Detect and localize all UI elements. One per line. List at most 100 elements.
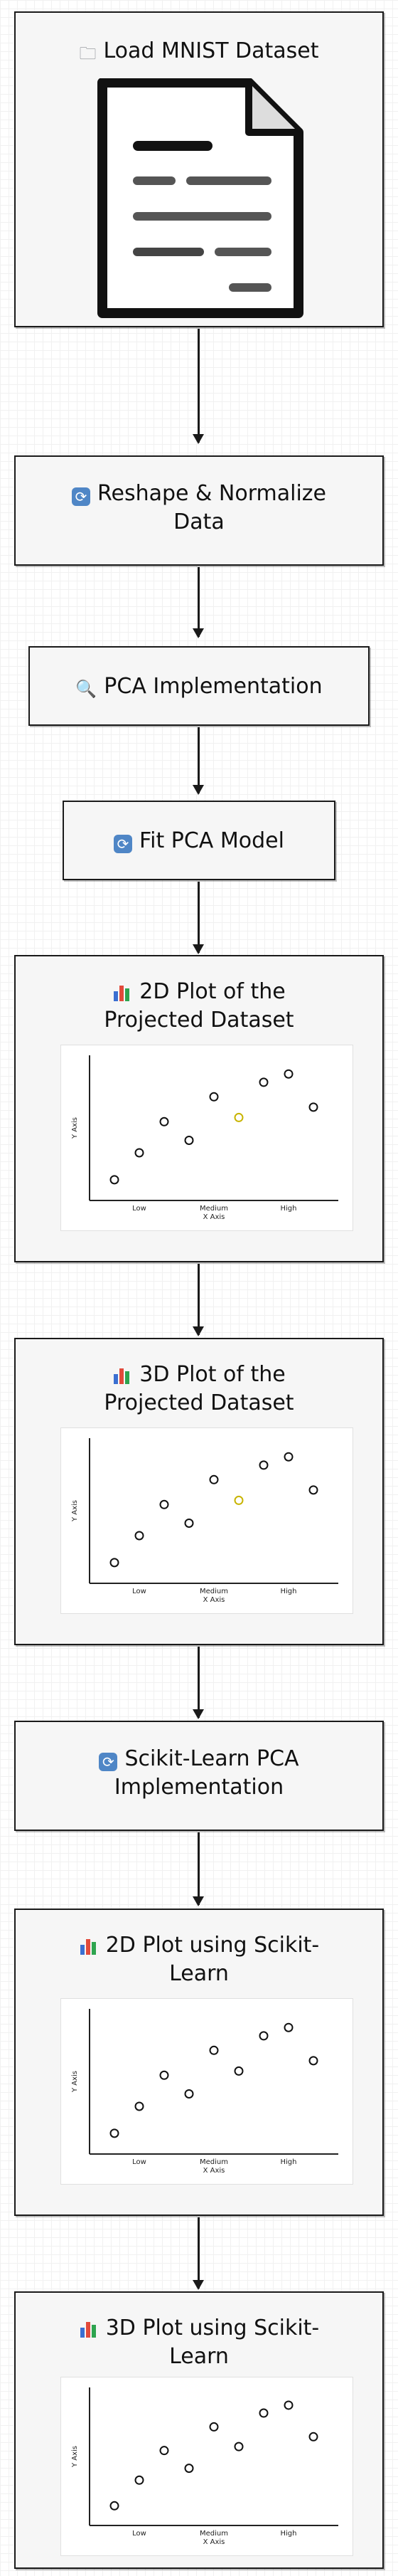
scatter-plot-svg: Low Medium High X Axis Y Axis — [71, 2009, 338, 2175]
data-point — [109, 2128, 119, 2138]
node-title-line1: 2D Plot using Scikit- — [105, 1933, 320, 1958]
x-tick-label: High — [281, 2530, 297, 2538]
data-point — [209, 2045, 219, 2055]
y-axis-label: Y Axis — [71, 1117, 79, 1139]
node-title: PCA Implementation — [104, 674, 323, 699]
flow-arrow — [193, 329, 204, 444]
data-point — [308, 1102, 318, 1112]
scatter-plot-svg: Low Medium High X Axis Y Axis — [71, 1438, 338, 1604]
data-point — [134, 1531, 144, 1541]
scatter-plot-svg: Low Medium High X Axis Y Axis — [71, 1055, 338, 1221]
data-point — [159, 1117, 169, 1126]
node-title-line2: Implementation — [114, 1775, 284, 1800]
data-point — [134, 2101, 144, 2111]
scatter-plot: Low Medium High X Axis Y Axis — [60, 1998, 353, 2185]
data-point — [184, 1518, 194, 1528]
node-title-line2: Projected Dataset — [104, 1008, 294, 1033]
flow-arrow — [193, 1647, 204, 1719]
flow-arrow — [193, 1832, 204, 1906]
bar-chart-icon — [112, 1366, 132, 1384]
node-title-line1: Scikit-Learn PCA — [124, 1746, 299, 1771]
data-point — [284, 2022, 294, 2032]
node-fit-pca-model[interactable]: ⟳ Fit PCA Model — [63, 801, 335, 880]
node-2d-plot[interactable]: 2D Plot of the Projected Dataset Low Medi… — [14, 955, 384, 1262]
node-title-line1: 3D Plot of the — [139, 1362, 286, 1387]
x-tick-label: Low — [132, 2158, 146, 2166]
node-sklearn-pca[interactable]: ⟳ Scikit-Learn PCA Implementation — [14, 1721, 384, 1831]
bar-chart-icon — [112, 983, 132, 1001]
node-3d-plot[interactable]: 3D Plot of the Projected Dataset Low Medi… — [14, 1338, 384, 1645]
data-point — [134, 2475, 144, 2485]
data-point — [209, 1474, 219, 1484]
scatter-plot: Low Medium High X Axis Y Axis — [60, 1045, 353, 1231]
data-point — [234, 1495, 244, 1505]
flow-arrow — [193, 567, 204, 638]
refresh-icon: ⟳ — [99, 1753, 118, 1771]
data-point — [234, 2442, 244, 2451]
node-title-line2: Learn — [169, 1961, 229, 1986]
node-title-line1: 3D Plot using Scikit- — [105, 2316, 320, 2340]
data-point — [159, 1499, 169, 1509]
data-point — [284, 2400, 294, 2410]
y-axis-label: Y Axis — [71, 2446, 79, 2468]
x-tick-label: Medium — [200, 2158, 228, 2166]
data-point — [159, 2070, 169, 2080]
node-title-line2: Data — [173, 510, 225, 534]
search-icon: 🔍 — [75, 679, 97, 699]
data-point — [259, 2408, 269, 2418]
x-tick-label: Medium — [200, 1588, 228, 1595]
node-title-line2: Learn — [169, 2344, 229, 2369]
y-axis-label: Y Axis — [71, 2071, 79, 2093]
scatter-plot: Low Medium High X Axis Y Axis — [60, 1427, 353, 1614]
data-point — [234, 2066, 244, 2076]
data-point — [308, 2432, 318, 2442]
data-point — [109, 2501, 119, 2511]
node-load-mnist[interactable]: 🗀 Load MNIST Dataset — [14, 11, 384, 327]
flow-arrow — [193, 727, 204, 795]
node-title-line2: Projected Dataset — [104, 1390, 294, 1415]
x-tick-label: High — [281, 1205, 297, 1213]
scatter-plot-svg: Low Medium High X Axis Y Axis — [71, 2387, 338, 2546]
data-point — [184, 2464, 194, 2474]
x-tick-label: Low — [132, 1588, 146, 1595]
flow-arrow — [193, 882, 204, 954]
x-tick-label: High — [281, 1588, 297, 1595]
node-reshape-normalize[interactable]: ⟳ Reshape & Normalize Data — [14, 455, 384, 566]
data-point — [284, 1069, 294, 1079]
x-tick-label: Medium — [200, 2530, 228, 2538]
node-title: Fit PCA Model — [139, 828, 284, 853]
bar-chart-icon — [79, 1936, 99, 1955]
node-title: Load MNIST Dataset — [103, 38, 319, 63]
document-icon — [97, 78, 303, 318]
data-point — [209, 2422, 219, 2432]
flow-arrow — [193, 2217, 204, 2290]
node-title-line1: Reshape & Normalize — [97, 481, 327, 506]
refresh-icon: ⟳ — [71, 487, 90, 506]
x-tick-label: Low — [132, 1205, 146, 1213]
x-axis-label: X Axis — [203, 2167, 225, 2175]
x-axis-label: X Axis — [203, 1596, 225, 1604]
x-tick-label: Medium — [200, 1205, 228, 1213]
node-pca-implementation[interactable]: 🔍 PCA Implementation — [28, 646, 370, 726]
x-tick-label: High — [281, 2158, 297, 2166]
data-point — [184, 1135, 194, 1145]
data-point — [109, 1558, 119, 1568]
data-point — [184, 2089, 194, 2099]
flow-arrow — [193, 1264, 204, 1336]
folder-icon: 🗀 — [79, 43, 97, 63]
data-point — [308, 2056, 318, 2066]
x-axis-label: X Axis — [203, 1213, 225, 1221]
data-point — [259, 2031, 269, 2041]
data-point — [259, 1460, 269, 1470]
data-point — [259, 1077, 269, 1087]
data-point — [159, 2446, 169, 2456]
data-point — [284, 1452, 294, 1462]
y-axis-label: Y Axis — [71, 1500, 79, 1522]
node-sklearn-2d-plot[interactable]: 2D Plot using Scikit- Learn Low Medium Hig… — [14, 1909, 384, 2216]
scatter-plot: Low Medium High X Axis Y Axis — [60, 2377, 353, 2556]
data-point — [109, 1175, 119, 1185]
data-point — [308, 1485, 318, 1495]
x-axis-label: X Axis — [203, 2538, 225, 2546]
data-point — [209, 1092, 219, 1102]
node-sklearn-3d-plot[interactable]: 3D Plot using Scikit- Learn Low Medium Hig… — [14, 2291, 384, 2569]
